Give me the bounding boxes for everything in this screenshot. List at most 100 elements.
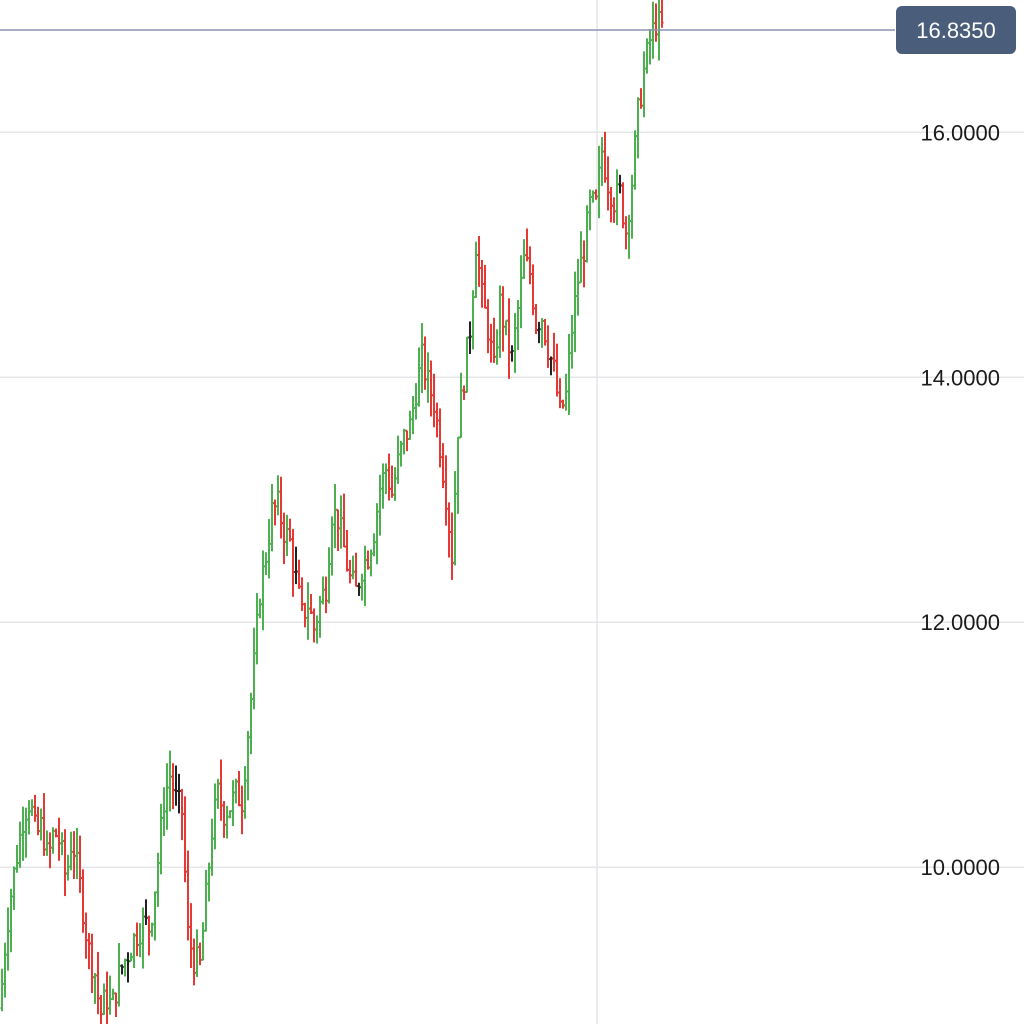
- ohlc-bar: [105, 971, 109, 1024]
- ohlc-bar: [174, 765, 178, 806]
- ohlc-bar: [621, 182, 625, 229]
- ohlc-bar: [309, 593, 313, 615]
- ohlc-bar: [339, 495, 343, 549]
- ohlc-bar: [213, 783, 217, 850]
- ohlc-bar: [393, 467, 397, 501]
- ohlc-bar: [54, 828, 58, 838]
- ohlc-bar: [438, 408, 442, 468]
- ohlc-bar: [48, 832, 52, 869]
- ohlc-bar: [249, 692, 253, 755]
- ohlc-bar: [327, 547, 331, 604]
- ohlc-bar: [183, 796, 187, 883]
- ohlc-bar: [489, 323, 493, 363]
- ohlc-bar: [282, 512, 286, 565]
- ohlc-bar: [165, 763, 169, 830]
- ohlc-bar: [303, 602, 307, 628]
- ohlc-bar: [483, 264, 487, 309]
- ohlc-bar: [0, 968, 4, 1012]
- ohlc-bar: [633, 130, 637, 190]
- ohlc-bar: [405, 429, 409, 452]
- ohlc-bar: [525, 228, 529, 262]
- ohlc-bar: [408, 410, 412, 441]
- ohlc-bar: [588, 189, 592, 231]
- ohlc-bar: [432, 373, 436, 428]
- ohlc-bar: [81, 869, 85, 933]
- ohlc-bar: [600, 137, 604, 186]
- ohlc-bar: [477, 235, 481, 287]
- ohlc-bar: [591, 190, 595, 203]
- ohlc-bar: [369, 549, 373, 577]
- ohlc-bar: [159, 803, 163, 875]
- ohlc-bar: [171, 763, 175, 810]
- ohlc-bar: [474, 241, 478, 299]
- ohlc-bar: [291, 529, 295, 597]
- ohlc-bar: [654, 3, 658, 42]
- ohlc-bar: [240, 785, 244, 835]
- ohlc-bar: [297, 559, 301, 589]
- ohlc-bar: [441, 443, 445, 489]
- ohlc-bar: [453, 471, 457, 566]
- ohlc-bar: [36, 806, 40, 836]
- ohlc-bar: [162, 787, 166, 836]
- ohlc-bar: [375, 503, 379, 565]
- y-tick-label: 16.0000: [920, 120, 1000, 145]
- ohlc-bar: [219, 759, 223, 821]
- ohlc-bar: [288, 518, 292, 542]
- ohlc-bar: [378, 474, 382, 536]
- ohlc-bar: [306, 582, 310, 640]
- ohlc-bar: [609, 187, 613, 223]
- ohlc-bar: [300, 577, 304, 611]
- ohlc-bar: [60, 832, 64, 856]
- ohlc-bar: [447, 502, 451, 558]
- ohlc-bar: [657, 0, 661, 61]
- ohlc-bar: [642, 51, 646, 118]
- ohlc-bar: [192, 938, 196, 986]
- ohlc-bar: [225, 805, 229, 839]
- ohlc-bar: [273, 499, 277, 526]
- ohlc-bar: [450, 512, 454, 580]
- ohlc-bar: [198, 942, 202, 966]
- ohlc-bar: [603, 131, 607, 183]
- ohlc-bar: [333, 483, 337, 549]
- ohlc-bar: [348, 559, 352, 584]
- ohlc-bar: [78, 835, 82, 893]
- ohlc-bar: [522, 239, 526, 279]
- ohlc-bar: [576, 258, 580, 316]
- ohlc-bar: [33, 794, 37, 822]
- ohlc-bar: [540, 318, 544, 348]
- ohlc-bar: [417, 347, 421, 407]
- ohlc-bar: [528, 246, 532, 285]
- ohlc-bar: [351, 555, 355, 580]
- ohlc-bar: [606, 156, 610, 211]
- ohlc-bar: [27, 800, 31, 835]
- ohlc-bar: [504, 319, 508, 336]
- ohlc-bar: [372, 533, 376, 557]
- ohlc-bar: [420, 323, 424, 394]
- current-price-layer: 16.8350: [0, 6, 1016, 55]
- y-tick-label: 12.0000: [920, 610, 1000, 635]
- ohlc-bar: [210, 818, 214, 876]
- ohlc-bar: [102, 983, 106, 1016]
- ohlc-bar: [582, 240, 586, 288]
- ohlc-bar: [414, 383, 418, 420]
- ohlc-bar: [24, 807, 28, 858]
- ohlc-bar: [318, 595, 322, 638]
- ohlc-bar: [336, 508, 340, 551]
- ohlc-bar: [147, 915, 151, 956]
- ohlc-bar: [396, 435, 400, 484]
- ohlc-bar: [387, 453, 391, 501]
- ohlc-bar: [552, 332, 556, 372]
- ohlc-bar: [342, 493, 346, 548]
- ohlc-bar: [624, 216, 628, 250]
- ohlc-bar: [627, 214, 631, 259]
- ohlc-bar: [456, 436, 460, 514]
- ohlc-bar: [87, 933, 91, 970]
- ohlc-bar: [546, 325, 550, 368]
- ohlc-bar: [618, 174, 622, 194]
- ohlc-bar: [117, 943, 121, 1007]
- ohlc-bar: [324, 576, 328, 614]
- ohlc-bar: [12, 866, 16, 910]
- ohlc-bar: [660, 0, 664, 28]
- ohlc-bar: [510, 345, 514, 362]
